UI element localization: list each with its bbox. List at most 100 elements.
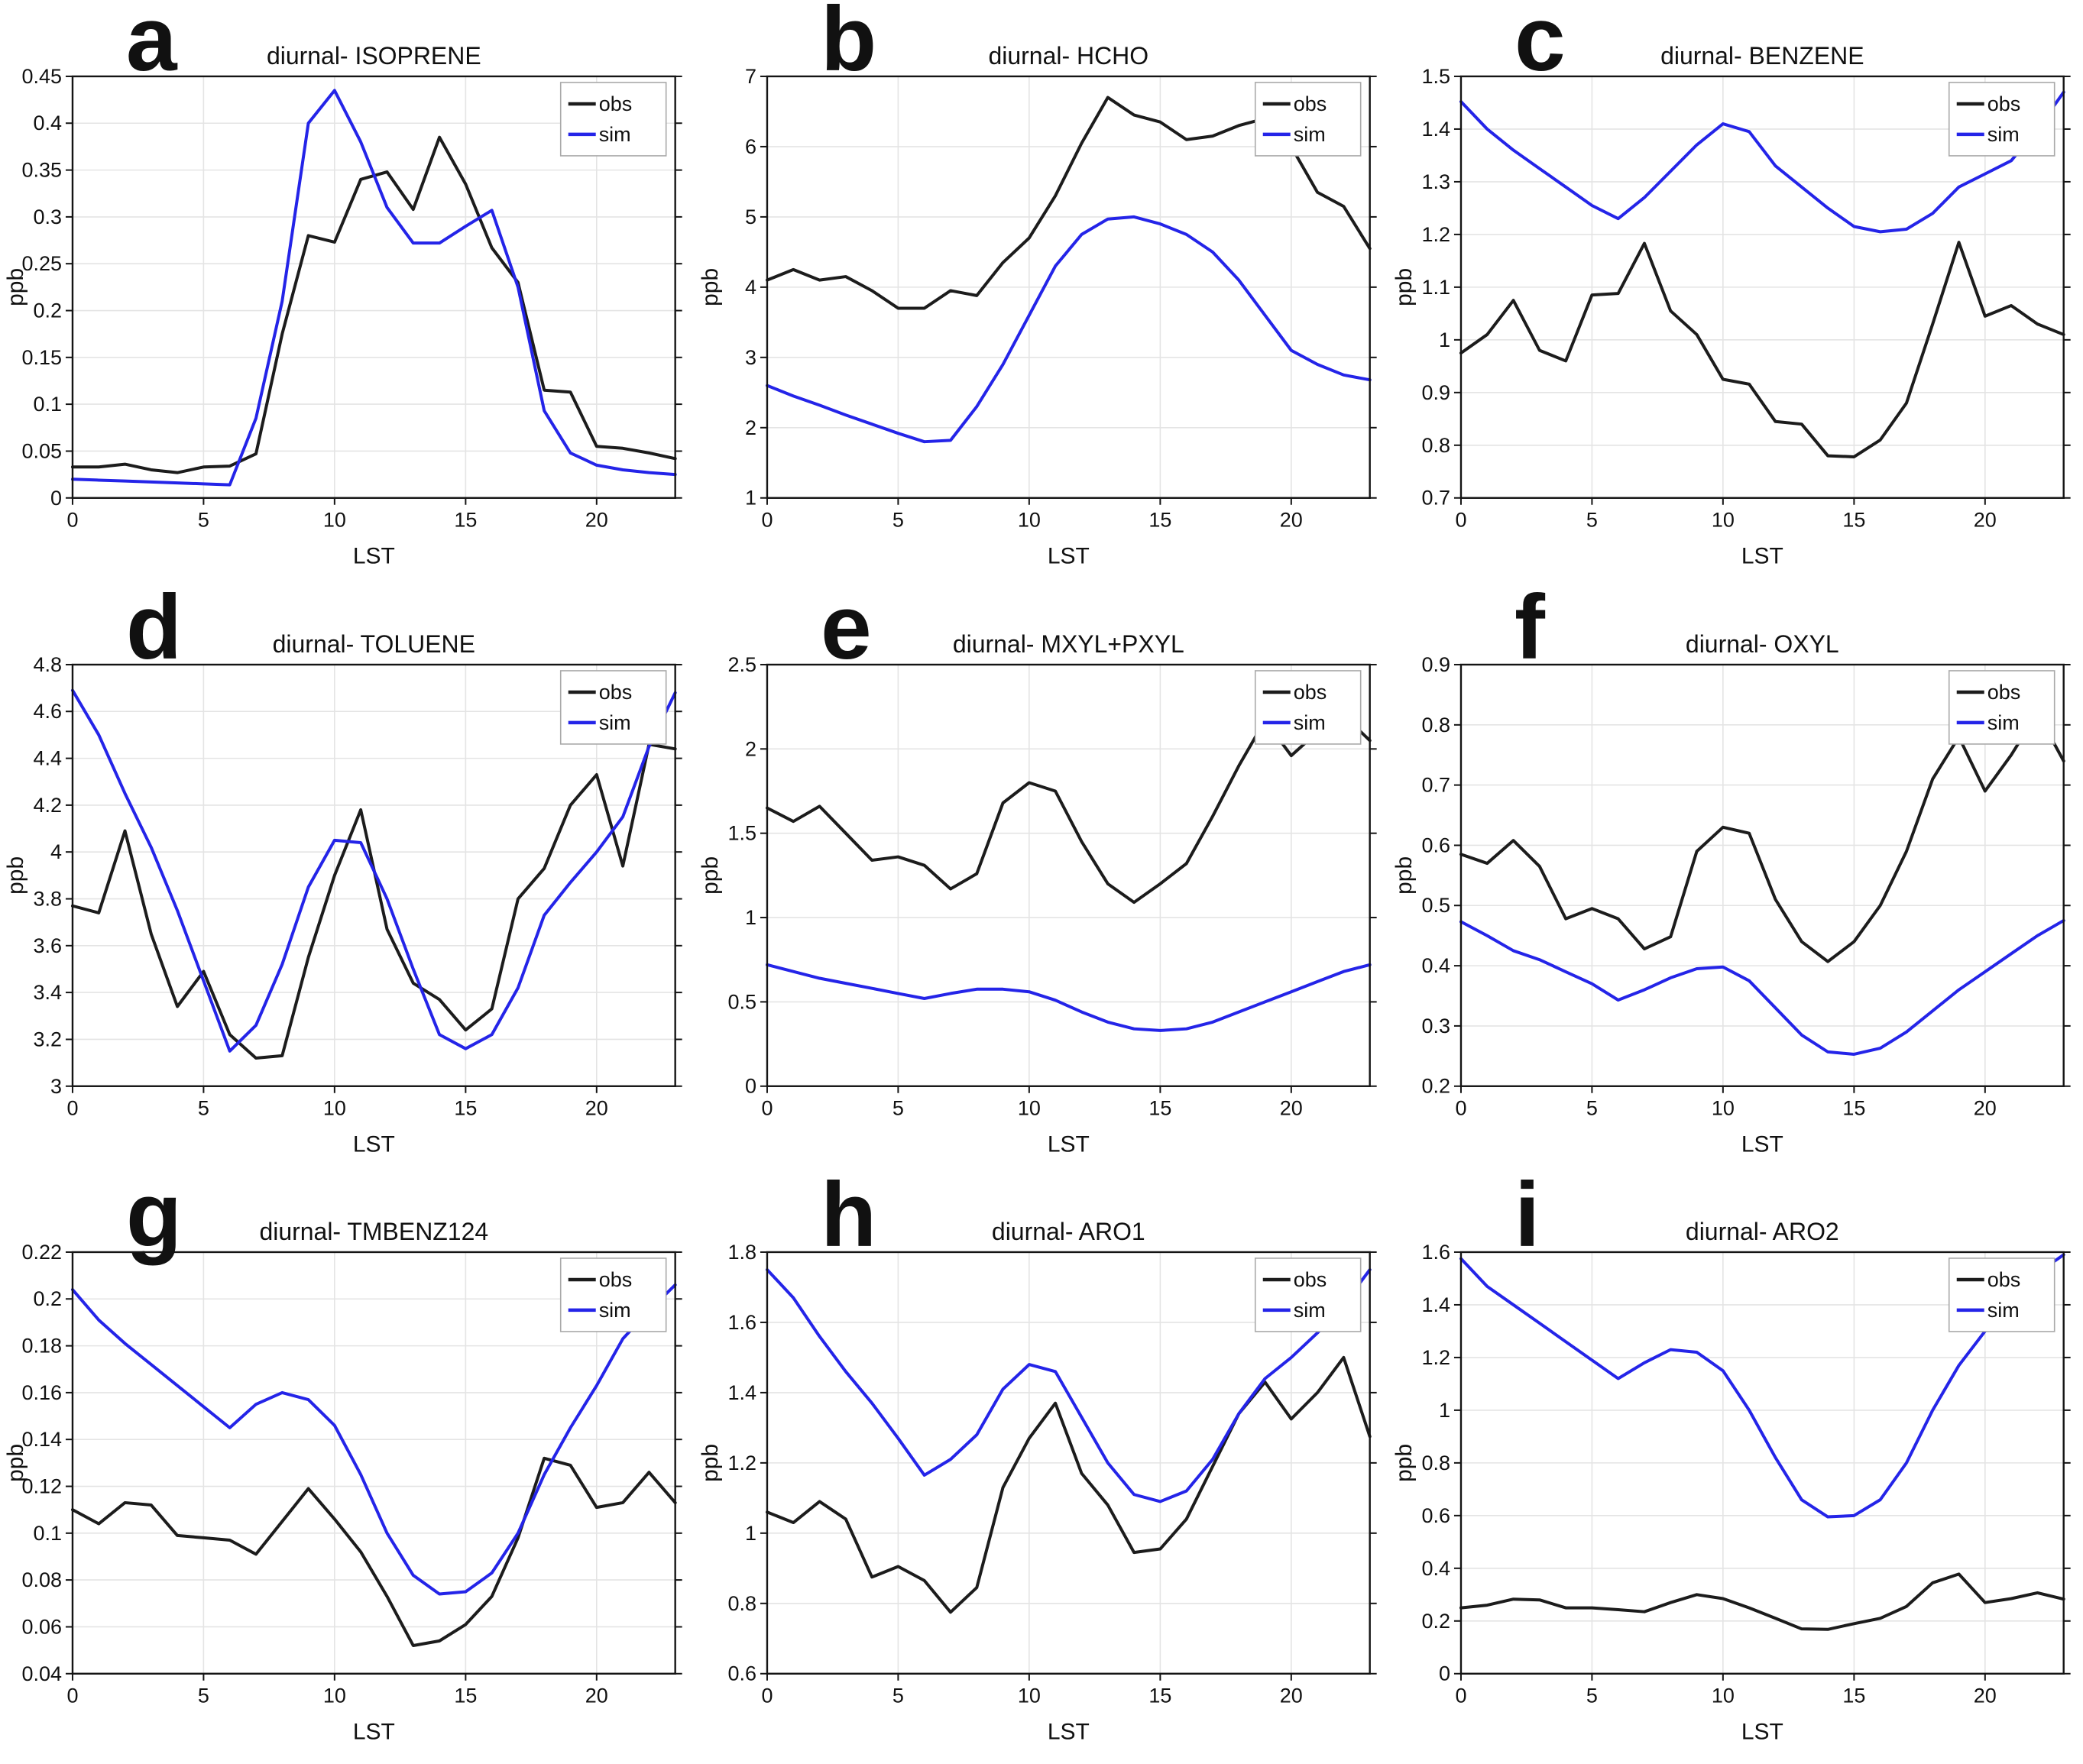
y-tick-label: 0 — [1439, 1662, 1450, 1685]
y-axis-label: ppb — [698, 1444, 723, 1482]
y-tick-label: 0.1 — [33, 393, 61, 416]
y-tick-label: 0.2 — [33, 299, 61, 322]
legend-obs-label: obs — [1987, 1268, 2021, 1291]
chart-panel-d: 0 5 10 15 20 3 3.2 3.4 3.6 3.8 4 4.2 4.4 4.6 4.8 d diurn… — [0, 588, 695, 1177]
x-tick-label: 20 — [1279, 1685, 1302, 1707]
legend-obs-label: obs — [1293, 1268, 1327, 1291]
y-tick-label: 4.6 — [33, 700, 61, 723]
legend-obs-label: obs — [1293, 681, 1327, 704]
x-tick-label: 20 — [585, 509, 608, 532]
y-tick-label: 1 — [745, 906, 756, 929]
chart-panel-f: 0 5 10 15 20 0.2 0.3 0.4 0.5 0.6 0.7 0.8 0.9 f diurnal… — [1388, 588, 2083, 1177]
y-tick-label: 4 — [50, 840, 62, 863]
y-tick-label: 0.8 — [1422, 1452, 1451, 1474]
y-tick-label: 1.4 — [1422, 118, 1451, 141]
x-tick-label: 20 — [1279, 1096, 1302, 1119]
y-tick-label: 0.25 — [21, 252, 61, 275]
x-tick-label: 10 — [323, 1096, 346, 1119]
legend-sim-label: sim — [599, 1299, 631, 1322]
sim-line — [1459, 1253, 2066, 1519]
x-tick-label: 10 — [323, 1685, 346, 1707]
legend-obs-label: obs — [1987, 681, 2021, 704]
y-tick-label: 1.5 — [727, 821, 756, 844]
legend: obs sim — [1949, 82, 2055, 157]
obs-line — [70, 1457, 677, 1648]
y-tick-label: 1.6 — [1422, 1241, 1451, 1264]
y-tick-label: 0.3 — [33, 206, 61, 228]
chart-svg-h: 0 5 10 15 20 0.6 0.8 1 1.2 1.4 1.6 1.8 h diurnal- ARO… — [698, 1176, 1377, 1745]
y-tick-label: 1 — [745, 1522, 756, 1545]
legend-box — [1949, 82, 2055, 157]
y-axis-label: ppb — [3, 1444, 28, 1482]
legend-obs-label: obs — [1293, 92, 1327, 115]
plot-border — [71, 1251, 676, 1675]
legend-obs-label: obs — [1987, 92, 2021, 115]
x-tick-label: 5 — [198, 1685, 209, 1707]
x-tick-label: 0 — [1456, 509, 1467, 532]
y-tick-label: 0.18 — [21, 1335, 61, 1358]
x-tick-label: 5 — [892, 1096, 904, 1119]
chart-panel-g: 0 5 10 15 20 0.04 0.06 0.08 0.1 0.12 0.14 0.16 0.18 0… — [0, 1176, 695, 1764]
x-axis-label: LST — [1047, 1131, 1089, 1157]
y-tick-label: 0.5 — [727, 990, 756, 1013]
obs-line — [1459, 710, 2066, 963]
panel-letter: b — [821, 0, 876, 90]
y-tick-label: 1.2 — [727, 1452, 756, 1474]
y-tick-label: 4.4 — [33, 746, 61, 769]
x-axis-label: LST — [1741, 1720, 1783, 1745]
y-tick-label: 1.8 — [727, 1241, 756, 1264]
legend-sim-label: sim — [1987, 1299, 2020, 1322]
chart-title: diurnal- TOLUENE — [273, 630, 475, 658]
obs-line — [70, 135, 677, 474]
x-axis-label: LST — [353, 1131, 395, 1157]
x-tick-label: 10 — [323, 509, 346, 532]
legend-sim-label: sim — [1293, 123, 1325, 146]
x-tick-label: 15 — [454, 509, 477, 532]
chart-title: diurnal- TMBENZ124 — [259, 1218, 488, 1245]
plot-border — [1460, 663, 2065, 1087]
legend-box — [559, 669, 667, 745]
x-tick-label: 10 — [1017, 1096, 1040, 1119]
legend-sim-label: sim — [1987, 123, 2020, 146]
sim-line — [765, 963, 1372, 1032]
panel-letter: i — [1514, 1176, 1540, 1266]
y-tick-label: 0.8 — [727, 1592, 756, 1615]
legend-box — [1254, 82, 1362, 157]
obs-line — [1459, 241, 2066, 458]
x-axis-label: LST — [1047, 544, 1089, 569]
panel-letter: h — [821, 1176, 876, 1266]
plot-border — [71, 75, 676, 499]
chart-title: diurnal- BENZENE — [1660, 42, 1864, 70]
chart-panel-e: 0 5 10 15 20 0 0.5 1 1.5 2 2.5 e diurnal- MXYL+PXYL p… — [695, 588, 1389, 1177]
legend-obs-label: obs — [599, 92, 632, 115]
legend-box — [1949, 669, 2055, 745]
obs-line — [1459, 1572, 2066, 1632]
legend-obs-label: obs — [599, 1268, 632, 1291]
y-tick-label: 3 — [50, 1074, 62, 1097]
y-tick-label: 7 — [745, 65, 756, 88]
x-tick-label: 5 — [892, 509, 904, 532]
y-tick-label: 0.05 — [21, 439, 61, 462]
chart-panel-a: 0 5 10 15 20 0 0.05 0.1 0.15 0.2 0.25 0.3 0.35 0.4 0.4… — [0, 0, 695, 588]
chart-title: diurnal- ISOPRENE — [267, 42, 481, 70]
panel-letter: d — [126, 588, 182, 678]
chart-panel-b: 0 5 10 15 20 1 2 3 4 5 6 7 b diurnal- HCHO ppb LST obs si… — [695, 0, 1389, 588]
x-tick-label: 15 — [454, 1685, 477, 1707]
y-tick-label: 0.8 — [1422, 434, 1451, 457]
x-tick-label: 5 — [198, 509, 209, 532]
chart-panel-c: 0 5 10 15 20 0.7 0.8 0.9 1 1.1 1.2 1.3 1.4 1.5 c diurna… — [1388, 0, 2083, 588]
sim-line — [765, 215, 1372, 444]
y-tick-label: 0.08 — [21, 1569, 61, 1592]
x-tick-label: 10 — [1017, 1685, 1040, 1707]
chart-svg-e: 0 5 10 15 20 0 0.5 1 1.5 2 2.5 e diurnal- MXYL+PXYL p… — [698, 588, 1377, 1157]
y-tick-label: 1.4 — [1422, 1293, 1451, 1316]
x-tick-label: 15 — [1148, 1096, 1171, 1119]
y-tick-label: 0.04 — [21, 1662, 61, 1685]
x-tick-label: 0 — [761, 509, 773, 532]
y-tick-label: 0.2 — [1422, 1074, 1451, 1097]
legend: obs sim — [1254, 82, 1362, 157]
panel-letter: a — [126, 0, 178, 90]
x-tick-label: 5 — [892, 1685, 904, 1707]
y-tick-label: 2 — [745, 416, 756, 439]
